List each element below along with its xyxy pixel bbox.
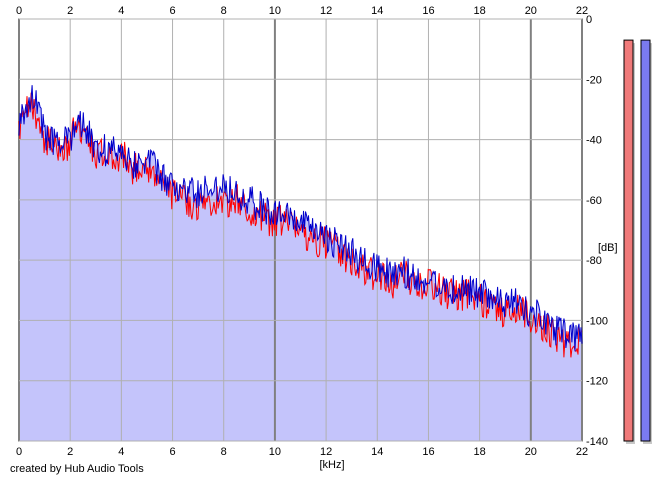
x-tick-label-bottom: 16 <box>422 446 434 458</box>
y-tick-label: -20 <box>586 74 602 86</box>
y-tick-label: -140 <box>586 436 608 448</box>
x-tick-label-top: 14 <box>371 5 383 17</box>
x-tick-label-top: 10 <box>269 5 281 17</box>
x-tick-label-bottom: 22 <box>576 446 588 458</box>
x-tick-label-top: 22 <box>576 5 588 17</box>
spectrum-fill <box>19 85 582 441</box>
x-tick-label-top: 2 <box>67 5 73 17</box>
x-tick-label-top: 0 <box>16 5 22 17</box>
x-tick-label-bottom: 8 <box>221 446 227 458</box>
x-tick-labels-bottom: 0 2 4 6 8 10 12 14 16 18 20 22 <box>16 446 588 458</box>
x-tick-label-top: 12 <box>320 5 332 17</box>
y-tick-label: 0 <box>586 14 592 26</box>
x-tick-label-top: 8 <box>221 5 227 17</box>
x-tick-label-bottom: 12 <box>320 446 332 458</box>
series-line-1 <box>18 92 583 358</box>
spectrum-area <box>19 85 582 441</box>
x-tick-label-top: 4 <box>118 5 124 17</box>
x-tick-label-top: 6 <box>169 5 175 17</box>
y-tick-labels: 0 -20 -40 -60 -80 -100 -120 -140 <box>586 14 608 448</box>
x-tick-label-bottom: 2 <box>67 446 73 458</box>
x-tick-label-top: 16 <box>422 5 434 17</box>
series-lines <box>18 85 583 358</box>
x-tick-label-top: 20 <box>525 5 537 17</box>
x-tick-label-bottom: 6 <box>169 446 175 458</box>
x-axis-label: [kHz] <box>319 459 344 471</box>
x-tick-label-bottom: 14 <box>371 446 383 458</box>
x-tick-label-bottom: 0 <box>16 446 22 458</box>
x-tick-labels-top: 0 2 4 6 8 10 12 14 16 18 20 22 <box>16 5 588 17</box>
series-line-2 <box>18 85 583 352</box>
x-tick-label-bottom: 20 <box>525 446 537 458</box>
y-tick-label: -40 <box>586 135 602 147</box>
x-tick-label-bottom: 4 <box>118 446 124 458</box>
y-tick-label: -80 <box>586 255 602 267</box>
level-meter-2 <box>640 39 651 442</box>
credit-text: created by Hub Audio Tools <box>10 463 144 475</box>
grid <box>18 18 583 442</box>
y-tick-label: -60 <box>586 195 602 207</box>
y-tick-label: -100 <box>586 315 608 327</box>
level-meters <box>623 39 652 444</box>
x-tick-label-top: 18 <box>474 5 486 17</box>
y-axis-label: [dB] <box>598 242 618 254</box>
x-tick-label-bottom: 10 <box>269 446 281 458</box>
level-meter-1 <box>623 39 634 442</box>
x-tick-label-bottom: 18 <box>474 446 486 458</box>
y-tick-label: -120 <box>586 376 608 388</box>
